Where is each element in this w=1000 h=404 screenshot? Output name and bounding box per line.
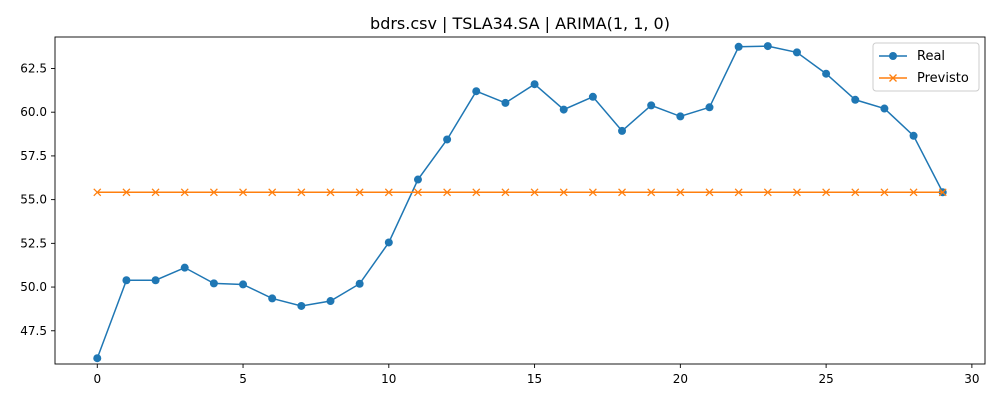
x-tick-label: 0: [93, 372, 101, 386]
data-point-real: [384, 238, 393, 247]
data-point-previsto: [501, 188, 510, 197]
data-point-real: [413, 175, 422, 184]
data-point-previsto: [618, 188, 626, 197]
data-point-real: [93, 354, 102, 363]
plot-area: [93, 42, 947, 363]
data-point-previsto: [909, 188, 918, 197]
data-point-real: [909, 131, 918, 140]
data-point-real: [763, 42, 772, 51]
data-point-real: [851, 95, 860, 104]
data-point-previsto: [705, 188, 714, 197]
data-point-previsto: [443, 188, 452, 197]
data-point-real: [559, 105, 568, 114]
axes: 0 5 10 15 20 25 30 47.5 50.0 52.5 55.0 57.5 60.0 62.5: [20, 36, 986, 386]
y-tick-label: 62.5: [20, 61, 47, 75]
data-point-real: [647, 101, 656, 110]
legend-label: Real: [917, 49, 945, 64]
series-line-real: [96, 45, 944, 359]
data-point-real: [705, 103, 714, 112]
data-point-previsto: [239, 188, 248, 197]
data-point-previsto: [734, 188, 743, 197]
x-tick-label: 5: [239, 372, 247, 386]
data-point-previsto: [559, 188, 568, 197]
y-tick-label: 52.5: [20, 236, 47, 250]
x-tick-label: 20: [673, 372, 688, 386]
data-point-real: [822, 69, 831, 78]
data-point-real: [618, 126, 627, 135]
data-point-real: [268, 294, 277, 303]
plot-frame: [54, 36, 986, 365]
data-point-previsto: [822, 188, 831, 197]
data-point-real: [734, 42, 743, 51]
data-point-previsto: [588, 188, 597, 197]
data-point-previsto: [180, 188, 189, 197]
data-point-real: [676, 112, 685, 121]
legend: Real Previsto: [872, 42, 980, 92]
legend-entry-real: Real: [879, 49, 945, 64]
data-point-previsto: [763, 188, 772, 197]
data-point-real: [880, 104, 889, 113]
data-point-previsto: [530, 188, 539, 197]
data-point-previsto: [209, 188, 218, 197]
y-tick-label: 50.0: [20, 280, 47, 294]
data-point-previsto: [122, 188, 131, 197]
x-tick-label: 25: [818, 372, 833, 386]
data-point-previsto: [268, 188, 277, 197]
data-point-real: [443, 135, 452, 144]
data-point-real: [180, 263, 189, 272]
data-point-real: [792, 48, 801, 57]
data-point-previsto: [792, 188, 801, 197]
data-point-previsto: [414, 188, 422, 197]
data-point-real: [151, 276, 160, 285]
legend-entry-previsto: Previsto: [879, 71, 969, 86]
x-tick-label: 30: [964, 372, 979, 386]
data-point-real: [355, 279, 364, 288]
data-point-previsto: [297, 188, 306, 197]
data-point-previsto: [676, 188, 685, 197]
y-tick-label: 47.5: [20, 324, 47, 338]
data-point-previsto: [647, 188, 656, 197]
legend-box: [872, 42, 980, 92]
x-tick-label: 10: [381, 372, 396, 386]
data-point-previsto: [472, 188, 481, 197]
data-point-previsto: [938, 188, 947, 197]
data-point-real: [122, 276, 131, 285]
data-point-previsto: [880, 188, 889, 197]
y-tick-label: 60.0: [20, 105, 47, 119]
data-point-previsto: [93, 188, 102, 197]
legend-label: Previsto: [917, 71, 969, 86]
data-point-real: [588, 92, 597, 101]
data-point-previsto: [151, 188, 160, 197]
data-point-previsto: [384, 188, 393, 197]
data-point-previsto: [355, 188, 364, 197]
x-tick-label: 15: [527, 372, 542, 386]
data-point-real: [297, 301, 306, 310]
data-point-real: [472, 87, 481, 96]
data-point-real: [530, 80, 539, 89]
data-point-real: [501, 98, 510, 107]
data-point-real: [326, 297, 335, 306]
y-tick-label: 55.0: [20, 193, 47, 207]
data-point-real: [239, 280, 248, 289]
data-point-previsto: [851, 188, 860, 197]
data-point-real: [209, 279, 218, 288]
data-point-previsto: [326, 188, 335, 197]
y-tick-label: 57.5: [20, 149, 47, 163]
chart-title: bdrs.csv | TSLA34.SA | ARIMA(1, 1, 0): [370, 14, 670, 33]
